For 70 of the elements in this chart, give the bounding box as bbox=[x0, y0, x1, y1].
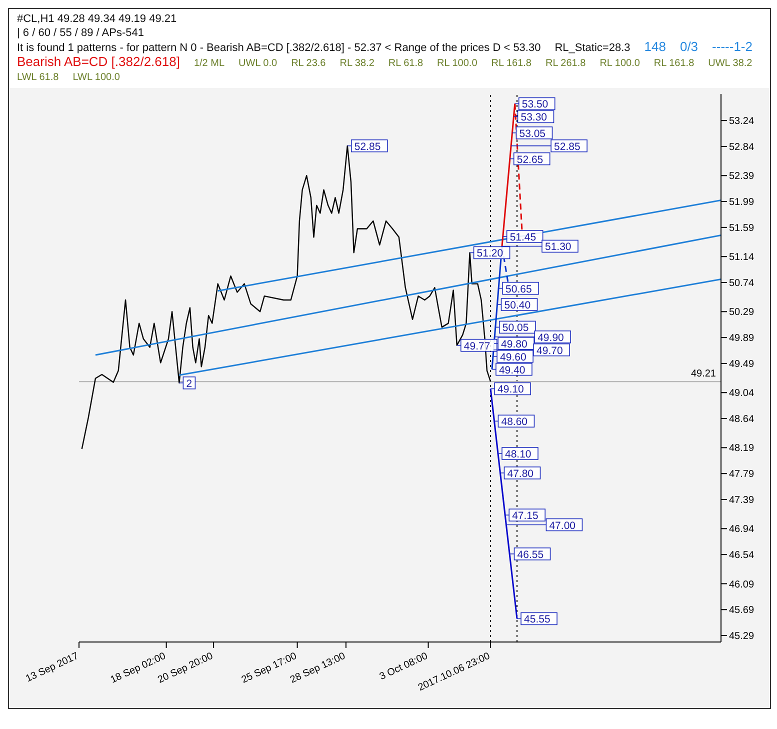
chart-title: #CL,H1 49.28 49.34 49.19 49.21 bbox=[17, 12, 178, 26]
y-tick-label: 52.84 bbox=[729, 142, 754, 154]
text: LWL 61.8 bbox=[17, 71, 59, 85]
text: RL 100.0 bbox=[437, 57, 478, 71]
annotation: 51.30 bbox=[544, 241, 572, 254]
annotation: 53.50 bbox=[522, 98, 548, 111]
annotation: 47.80 bbox=[507, 468, 534, 480]
annotation: 49.70 bbox=[536, 344, 563, 357]
y-tick-label: 45.69 bbox=[729, 605, 754, 616]
annotation: 49.90 bbox=[538, 332, 564, 344]
annotation: 51.45 bbox=[510, 232, 536, 244]
y-tick-label: 51.59 bbox=[729, 222, 754, 234]
text: RL 161.8 bbox=[491, 57, 532, 71]
annotation: 50.65 bbox=[506, 283, 532, 296]
y-tick-label: 53.24 bbox=[729, 116, 754, 128]
text: 1/2 ML bbox=[194, 57, 225, 71]
text: RL 161.8 bbox=[654, 57, 694, 71]
y-tick-label: 45.29 bbox=[729, 631, 754, 642]
y-tick-label: 51.99 bbox=[729, 197, 754, 208]
annotation: 50.40 bbox=[504, 300, 531, 312]
y-tick-label: 49.04 bbox=[729, 388, 754, 400]
annotation: 53.05 bbox=[519, 128, 546, 140]
y-tick-label: 46.94 bbox=[729, 524, 754, 536]
text: RL 261.8 bbox=[545, 57, 586, 71]
text: 0/3 bbox=[680, 39, 698, 54]
annotation: 2 bbox=[186, 378, 192, 390]
annotation: 45.55 bbox=[524, 614, 550, 626]
text: 148 bbox=[644, 39, 666, 54]
text: RL 38.2 bbox=[340, 57, 374, 71]
y-tick-label: 46.54 bbox=[729, 550, 754, 562]
y-tick-label: 49.49 bbox=[729, 359, 754, 370]
y-tick-label: 51.14 bbox=[729, 252, 754, 264]
text: -----1-2 bbox=[712, 39, 752, 54]
annotation: 49.10 bbox=[498, 384, 524, 396]
annotation: 49.60 bbox=[500, 351, 526, 364]
text: UWL 0.0 bbox=[238, 57, 278, 71]
text: RL 23.6 bbox=[291, 57, 326, 71]
text: RL_Static=28.3 bbox=[554, 41, 630, 55]
y-tick-label: 47.39 bbox=[729, 495, 754, 506]
annotation: 52.65 bbox=[516, 154, 544, 166]
ref-line-label: 49.21 bbox=[690, 368, 716, 380]
chart-subtitle: | 6 / 60 / 55 / 89 / APs-541 bbox=[17, 26, 145, 40]
text: RL 100.0 bbox=[600, 57, 640, 71]
y-tick-label: 50.74 bbox=[729, 278, 754, 290]
annotation: 49.77 bbox=[464, 340, 490, 352]
text: It is found 1 patterns - for pattern N 0 - Bearish AB=CD [.382/2.618] - 52.37 < Range of the prices D < 53.30 bbox=[17, 41, 541, 55]
annotation: 49.40 bbox=[498, 364, 526, 376]
annotation: 53.30 bbox=[520, 112, 548, 124]
annotation: 48.60 bbox=[501, 416, 528, 428]
text: UWL 38.2 bbox=[708, 57, 752, 71]
annotation: 52.85 bbox=[554, 140, 580, 153]
y-tick-label: 46.09 bbox=[729, 579, 754, 590]
text: Bearish AB=CD [.382/2.618] bbox=[17, 54, 180, 69]
text: LWL 100.0 bbox=[72, 71, 120, 85]
annotation: 47.15 bbox=[512, 510, 539, 522]
text: RL 61.8 bbox=[388, 57, 424, 71]
annotation: 49.80 bbox=[501, 338, 528, 350]
annotation: 51.20 bbox=[476, 248, 504, 260]
y-tick-label: 47.79 bbox=[729, 469, 754, 480]
y-tick-label: 52.39 bbox=[729, 171, 754, 182]
y-tick-label: 48.64 bbox=[729, 414, 754, 426]
annotation: 52.85 bbox=[354, 140, 381, 153]
annotation: 47.00 bbox=[549, 520, 576, 532]
y-tick-label: 48.19 bbox=[729, 443, 754, 454]
x-tick-label: 13 Sep 2017 bbox=[24, 650, 81, 685]
annotation: 46.55 bbox=[517, 548, 544, 561]
y-tick-label: 50.29 bbox=[729, 307, 754, 318]
annotation: 48.10 bbox=[504, 448, 532, 461]
annotation: 50.05 bbox=[502, 322, 529, 334]
y-tick-label: 49.89 bbox=[729, 333, 754, 344]
